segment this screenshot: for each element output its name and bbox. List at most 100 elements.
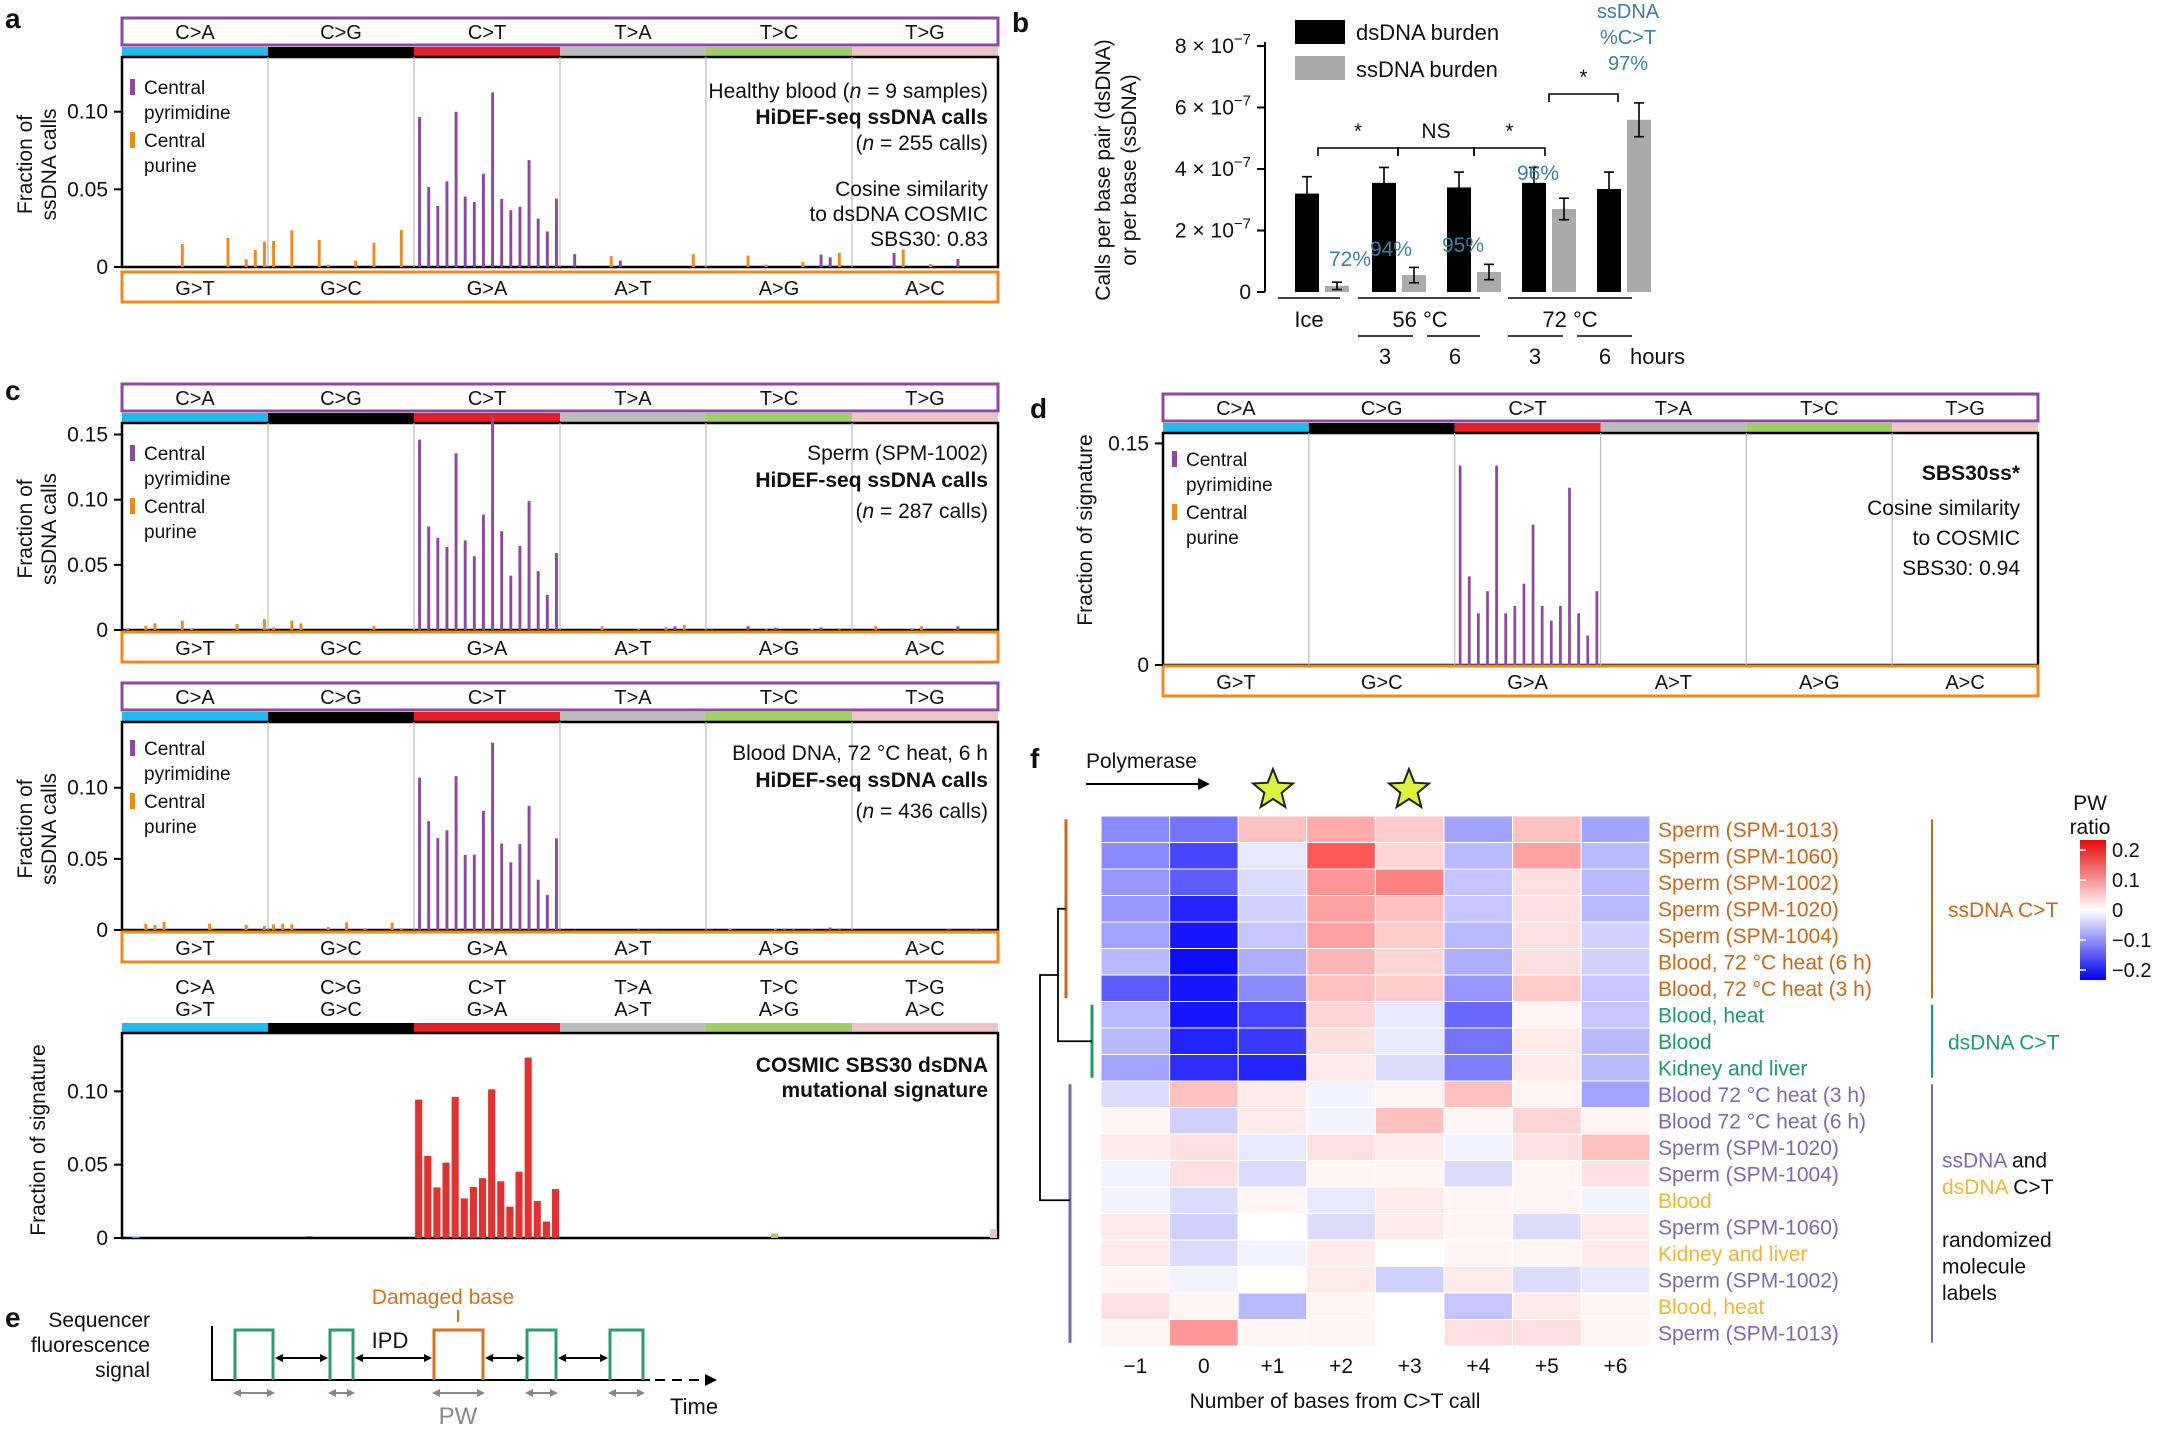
group-label: Ice: [1294, 307, 1323, 332]
cosmic-class-label: G>A: [467, 999, 508, 1021]
spectrum-bar: [989, 1229, 998, 1238]
spectrum-bar: [1568, 487, 1571, 665]
spectrum-bar: [691, 254, 695, 267]
x-tick-label: 0: [1198, 1355, 1210, 1378]
group-label: 56 °C: [1392, 307, 1447, 332]
heatmap-cell: [1512, 974, 1582, 1002]
heatmap-cell: [1443, 1160, 1514, 1188]
legend-swatch-purine: [1172, 504, 1177, 520]
arrowhead: [267, 1389, 275, 1397]
spectrum-bar: [545, 894, 549, 930]
heatmap-cell: [1580, 1319, 1651, 1347]
bottom-class-label: A>C: [905, 278, 944, 300]
top-class-box: [1161, 392, 2040, 423]
heatmap-cell: [1306, 1186, 1376, 1214]
heatmap-cell: [1100, 948, 1171, 976]
spectrum-bar: [554, 553, 558, 630]
y-tick-label: 0.05: [67, 848, 108, 871]
spectrum-bar: [810, 628, 814, 630]
top-class-label: T>A: [614, 687, 652, 709]
ipd-label: IPD: [372, 1328, 409, 1353]
y-tick-label: 0.05: [67, 178, 108, 201]
spectrum-bar: [682, 624, 686, 630]
arrowhead: [432, 1389, 440, 1397]
arrowhead: [637, 1389, 645, 1397]
panel-a-cosine: Cosine similarity: [835, 178, 988, 201]
spectrum-bar: [910, 629, 914, 630]
spectrum-bar: [372, 625, 376, 630]
heatmap-cell: [1580, 1080, 1651, 1108]
cosmic-class-label: G>C: [320, 999, 362, 1021]
panel-a-title: Healthy blood (n = 9 samples): [708, 80, 988, 103]
hour-label: 6: [1599, 344, 1611, 369]
legend-swatch-purine: [130, 132, 135, 148]
heatmap-cell: [1374, 868, 1445, 896]
heatmap-cell: [1443, 1054, 1514, 1082]
cosmic-class-label: C>G: [320, 977, 362, 999]
class-color-strip: [560, 1023, 706, 1033]
arrowhead: [525, 1389, 533, 1397]
spectrum-bar: [390, 922, 394, 930]
ss-burden-bar: [1477, 272, 1501, 292]
bottom-class-label: A>G: [759, 638, 800, 660]
x-tick-label: +6: [1604, 1355, 1628, 1378]
y-axis-label: ssDNA calls: [38, 473, 61, 585]
colorbar-tick-label: −0.1: [2112, 930, 2151, 952]
significance-bracket: [1317, 147, 1399, 156]
spectrum-bar: [463, 196, 467, 267]
spectrum-bar: [354, 260, 358, 267]
y-tick-label: 0.10: [67, 1080, 108, 1103]
spectrum-bar: [317, 239, 321, 267]
y-tick-label: 6 × 10−7: [1175, 93, 1251, 120]
spectrum-bar: [892, 252, 896, 267]
significance-bracket: [1548, 93, 1619, 102]
heatmap-cell: [1169, 1027, 1239, 1055]
significance-label: *: [1354, 120, 1362, 143]
spectrum-bar: [144, 625, 148, 630]
heatmap-row-label: Sperm (SPM-1013): [1658, 1323, 1839, 1346]
y-tick-label: 0: [96, 256, 108, 279]
cosmic-class-label: C>T: [468, 977, 506, 999]
legend-label: purine: [144, 156, 197, 177]
legend-label: dsDNA burden: [1356, 20, 1499, 45]
spectrum-bar: [600, 626, 604, 630]
heatmap-cell: [1443, 974, 1514, 1002]
class-color-strip: [560, 413, 706, 423]
bottom-class-label: G>T: [1216, 672, 1255, 694]
spectrum-bar: [399, 928, 403, 930]
spectrum-bar: [509, 210, 513, 267]
y-axis-label: Fraction of signature: [1074, 434, 1097, 625]
significance-label: *: [1505, 120, 1513, 143]
heatmap-cell: [1169, 948, 1239, 976]
class-color-strip: [1308, 423, 1455, 433]
heatmap-cell: [1237, 921, 1308, 949]
heatmap-cell: [1580, 842, 1651, 870]
class-color-strip: [706, 47, 852, 57]
arrowhead: [355, 1354, 363, 1362]
heatmap-cell: [1512, 842, 1582, 870]
spectrum-bar: [1504, 613, 1508, 665]
class-color-strip: [122, 413, 268, 423]
cosmic-class-label: C>A: [175, 977, 215, 999]
legend-label: pyrimidine: [144, 764, 231, 785]
bottom-class-box: [120, 270, 1000, 304]
spectrum-bar: [515, 1171, 523, 1238]
bottom-class-label: G>A: [467, 938, 508, 960]
heatmap-cell: [1512, 1027, 1582, 1055]
spectrum-bar: [1595, 591, 1599, 665]
heatmap-cell: [1374, 1239, 1445, 1267]
spectrum-bar: [463, 854, 467, 930]
heatmap-cell: [1169, 1213, 1239, 1241]
heatmap-cell: [1306, 1266, 1376, 1294]
heatmap-cell: [1443, 895, 1514, 923]
heatmap-cell: [1512, 868, 1582, 896]
spectrum-bar: [424, 1156, 432, 1238]
spectrum-bar: [1486, 591, 1489, 665]
spectrum-bar: [235, 624, 239, 630]
y-tick-label: 0: [1239, 281, 1251, 304]
spectrum-bar: [536, 218, 540, 267]
spectrum-bar: [436, 838, 440, 930]
panel-a-count: (n = 255 calls): [856, 132, 989, 155]
legend-swatch-pyrimidine: [1172, 451, 1177, 467]
heatmap-cell: [1100, 1080, 1171, 1108]
